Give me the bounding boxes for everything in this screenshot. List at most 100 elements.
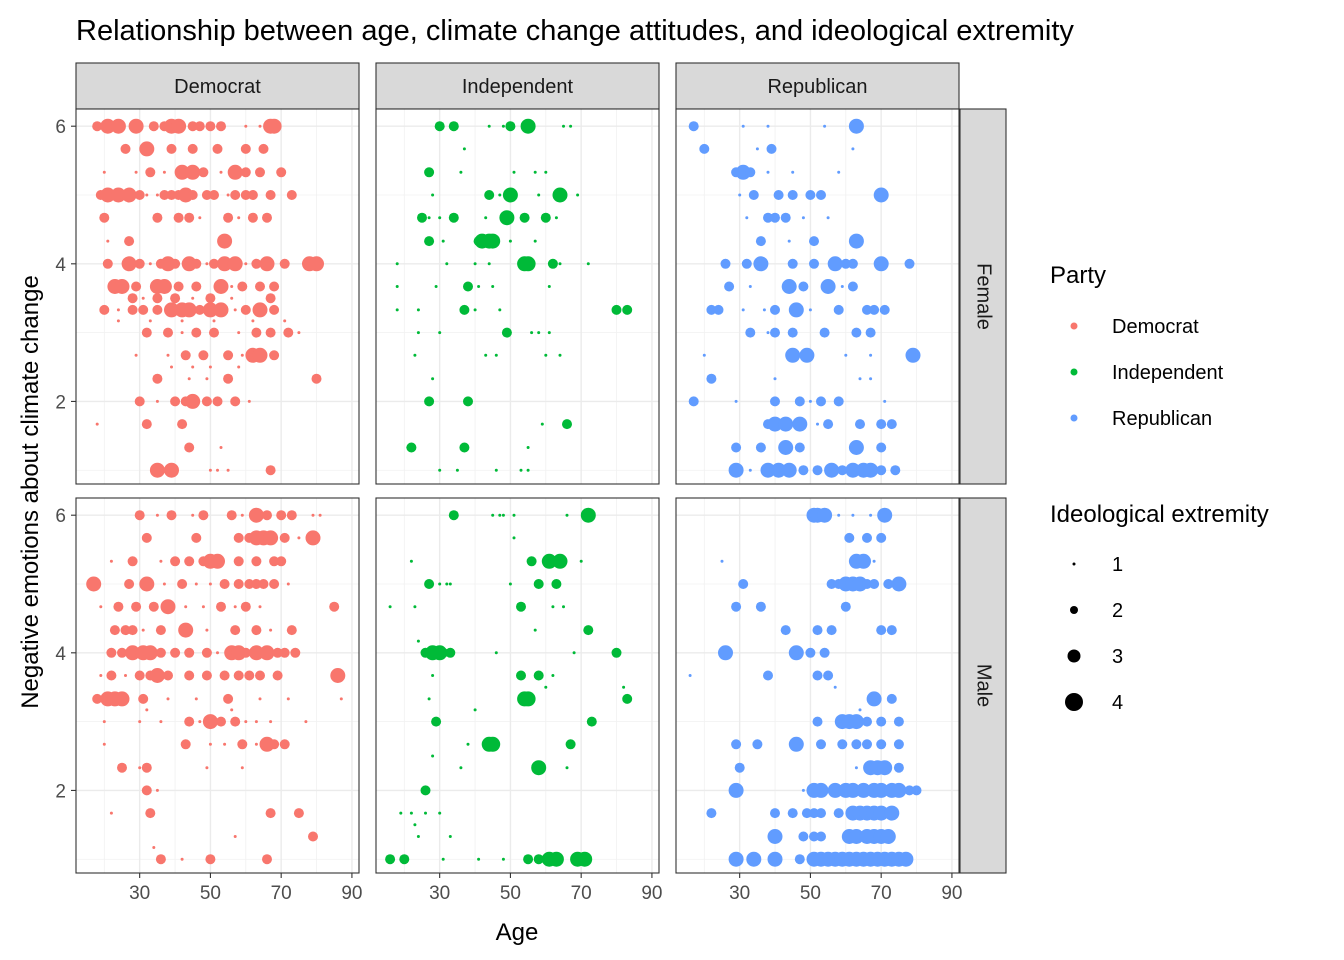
facet-label-female: Female — [973, 263, 995, 330]
data-point — [194, 582, 198, 586]
data-point — [131, 281, 142, 292]
data-point — [141, 419, 152, 430]
data-point — [865, 327, 876, 338]
x-axis-title: Age — [496, 919, 539, 946]
data-point — [247, 399, 251, 403]
data-point — [110, 187, 126, 203]
data-point — [883, 579, 894, 589]
data-point — [265, 327, 276, 338]
data-point — [223, 212, 234, 223]
panel-background — [376, 109, 659, 484]
data-point — [826, 625, 837, 636]
data-point — [216, 716, 226, 727]
legend: Party Ideological extremity Democrat Inde… — [1050, 262, 1269, 714]
data-point — [876, 442, 887, 453]
data-point — [125, 645, 141, 661]
data-point — [760, 462, 776, 478]
data-point — [95, 422, 99, 426]
data-point — [448, 121, 459, 132]
data-point — [731, 601, 742, 612]
data-point — [519, 468, 523, 472]
data-point — [286, 697, 290, 701]
legend-key-democrat — [1070, 322, 1078, 330]
data-point — [845, 782, 861, 798]
data-point — [269, 304, 280, 315]
data-point — [308, 831, 318, 842]
data-point — [848, 714, 864, 730]
data-point — [217, 256, 233, 272]
data-point — [114, 279, 130, 294]
data-point — [851, 513, 855, 517]
data-point — [558, 353, 562, 357]
data-point — [459, 766, 463, 770]
data-point — [187, 143, 198, 154]
data-point — [114, 691, 130, 707]
data-point — [844, 353, 848, 357]
panel-background — [676, 109, 959, 484]
data-point — [876, 739, 887, 750]
x-tick-label: 70 — [871, 883, 892, 904]
data-point — [541, 553, 557, 569]
data-point — [840, 258, 851, 269]
data-point — [855, 419, 865, 430]
data-point — [816, 422, 819, 426]
data-point — [873, 187, 889, 203]
data-point — [798, 831, 809, 842]
data-point — [208, 742, 212, 746]
data-point — [212, 396, 223, 407]
data-point — [120, 625, 131, 636]
data-point — [149, 668, 165, 683]
data-point — [809, 831, 819, 842]
data-point — [501, 513, 505, 517]
data-point — [230, 716, 241, 727]
data-point — [233, 835, 237, 838]
data-point — [459, 170, 463, 174]
data-point — [208, 468, 212, 472]
data-point — [237, 739, 248, 750]
data-point — [237, 331, 241, 335]
data-point — [728, 462, 744, 478]
data-point — [862, 579, 872, 589]
data-point — [845, 462, 861, 478]
data-point — [269, 579, 280, 589]
data-point — [395, 285, 399, 288]
data-point — [184, 647, 195, 658]
data-point — [416, 308, 420, 312]
data-point — [547, 258, 558, 269]
data-point — [216, 468, 219, 472]
data-point — [205, 121, 216, 132]
data-point — [824, 462, 840, 478]
data-point — [869, 304, 880, 315]
facet-strip-republican — [675, 62, 960, 110]
y-axis-title: Negative emotions about climate change — [17, 275, 44, 709]
data-point — [827, 782, 843, 798]
data-point — [255, 167, 265, 178]
data-point — [866, 691, 882, 707]
legend-size-label-2: 2 — [1112, 600, 1123, 622]
data-point — [148, 262, 152, 266]
data-point — [498, 513, 502, 517]
data-point — [445, 262, 449, 266]
data-point — [202, 714, 218, 730]
data-point — [251, 258, 262, 269]
data-point — [139, 576, 155, 592]
data-point — [159, 190, 170, 200]
data-point — [862, 532, 872, 543]
data-point — [92, 121, 103, 132]
data-point — [141, 762, 152, 773]
data-point — [279, 532, 290, 543]
data-point — [794, 396, 805, 407]
data-point — [148, 121, 159, 132]
data-point — [520, 256, 536, 272]
data-point — [194, 697, 198, 701]
data-point — [445, 647, 456, 658]
data-point — [893, 739, 904, 750]
data-point — [788, 302, 804, 318]
data-point — [330, 668, 346, 683]
data-point — [152, 373, 163, 384]
data-point — [688, 396, 699, 407]
data-point — [286, 625, 297, 636]
data-point — [812, 716, 823, 727]
data-point — [731, 442, 742, 453]
data-point — [547, 285, 551, 288]
